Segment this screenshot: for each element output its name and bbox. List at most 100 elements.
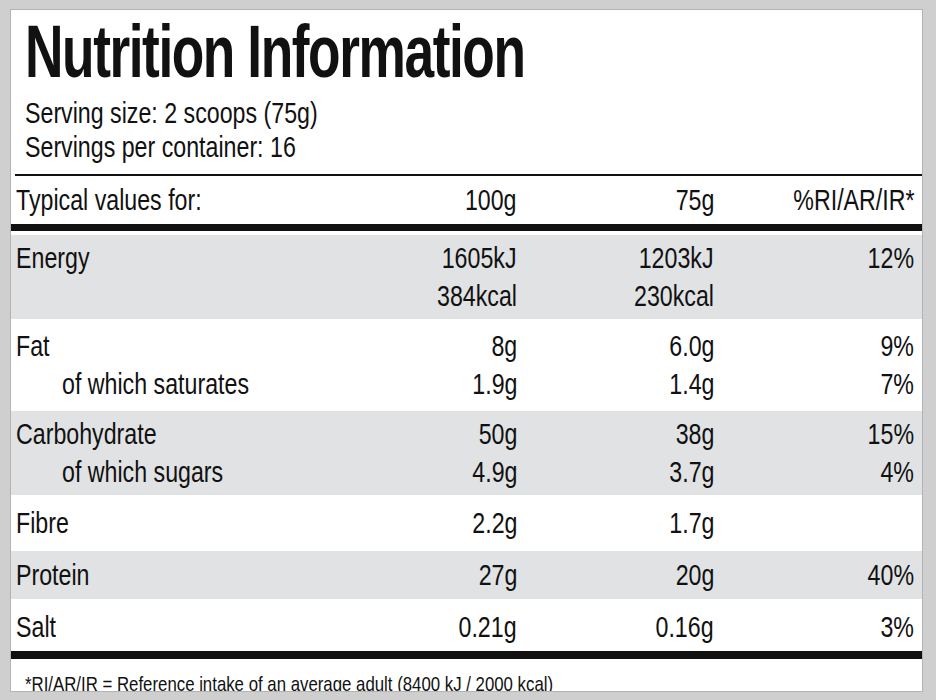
table-row-line: 384kcal 230kcal xyxy=(16,277,914,315)
value-75g: 1203kJ xyxy=(517,242,714,275)
serving-size: Serving size: 2 scoops (75g) xyxy=(25,96,922,130)
value-100g: 0.21g xyxy=(342,611,517,644)
table-row-line: Protein 27g 20g 40% xyxy=(16,556,914,594)
value-ri-text: 3% xyxy=(880,611,914,644)
value-ri-text: 7% xyxy=(880,368,914,401)
value-75g: 0.16g xyxy=(517,611,714,644)
value-100g: 50g xyxy=(342,418,517,451)
value-75g-text: 1.7g xyxy=(669,507,714,540)
servings-per-container-text: Servings per container: 16 xyxy=(25,130,296,164)
label-title: Nutrition Information xyxy=(25,16,922,88)
row-label: of which saturates xyxy=(16,368,342,401)
footnote: *RI/AR/IR = Reference intake of an avera… xyxy=(25,671,922,692)
value-75g-text: 1203kJ xyxy=(639,242,714,275)
row-label-text: Carbohydrate xyxy=(16,418,157,451)
value-100g-text: 0.21g xyxy=(459,611,517,644)
row-label-text: of which sugars xyxy=(62,456,223,489)
table-row: Carbohydrate 50g 38g 15% of which sugars 4.9g… xyxy=(11,411,922,495)
value-ri-text: 40% xyxy=(868,559,914,592)
value-100g: 1.9g xyxy=(342,368,517,401)
header-col-100g: 100g xyxy=(342,184,517,217)
value-75g-text: 230kcal xyxy=(634,280,714,313)
value-ri: 7% xyxy=(714,368,914,401)
value-75g-text: 0.16g xyxy=(656,611,714,644)
row-label-text: Energy xyxy=(16,242,90,275)
value-ri: 12% xyxy=(714,242,914,275)
table-row-line: Fat 8g 6.0g 9% xyxy=(16,327,914,365)
row-label: Salt xyxy=(16,611,342,644)
table-row-line: Energy 1605kJ 1203kJ 12% xyxy=(16,239,914,277)
row-label-text: Protein xyxy=(16,559,90,592)
table-body: Energy 1605kJ 1203kJ 12% 384kcal 230kcal Fat 8g… xyxy=(11,235,922,651)
table-row-line: of which saturates 1.9g 1.4g 7% xyxy=(16,365,914,403)
footnote-text: *RI/AR/IR = Reference intake of an avera… xyxy=(25,671,553,692)
row-label: Fibre xyxy=(16,507,342,540)
value-100g: 1605kJ xyxy=(342,242,517,275)
value-75g-text: 20g xyxy=(675,559,714,592)
value-100g: 4.9g xyxy=(342,456,517,489)
value-75g-text: 38g xyxy=(675,418,714,451)
row-label-text: Fibre xyxy=(16,507,69,540)
value-75g: 3.7g xyxy=(517,456,714,489)
value-ri: 15% xyxy=(714,418,914,451)
value-ri: 40% xyxy=(714,559,914,592)
table-row-line: Carbohydrate 50g 38g 15% xyxy=(16,415,914,453)
row-label: Energy xyxy=(16,242,342,275)
header-label: Typical values for: xyxy=(16,184,342,217)
table-row: Salt 0.21g 0.16g 3% xyxy=(11,603,922,651)
header-col-ri: %RI/AR/IR* xyxy=(714,184,914,217)
value-ri: 3% xyxy=(714,611,914,644)
table-header: Typical values for: 100g 75g %RI/AR/IR* xyxy=(11,176,922,224)
value-75g: 6.0g xyxy=(517,330,714,363)
table-row: Energy 1605kJ 1203kJ 12% 384kcal 230kcal xyxy=(11,235,922,319)
header-col-ri-text: %RI/AR/IR* xyxy=(793,184,914,217)
value-100g-text: 2.2g xyxy=(472,507,517,540)
table-row: Protein 27g 20g 40% xyxy=(11,551,922,599)
value-ri-text: 9% xyxy=(880,330,914,363)
value-100g: 27g xyxy=(342,559,517,592)
value-100g-text: 1605kJ xyxy=(442,242,517,275)
divider-thick-top xyxy=(11,224,922,231)
table-row: Fibre 2.2g 1.7g xyxy=(11,499,922,547)
value-ri: 4% xyxy=(714,456,914,489)
value-ri-text: 15% xyxy=(868,418,914,451)
header-col-100g-text: 100g xyxy=(465,184,517,217)
table-row-line: Fibre 2.2g 1.7g xyxy=(16,504,914,542)
value-100g-text: 1.9g xyxy=(472,368,517,401)
value-75g-text: 3.7g xyxy=(669,456,714,489)
value-75g: 20g xyxy=(517,559,714,592)
row-label: of which sugars xyxy=(16,456,342,489)
serving-size-text: Serving size: 2 scoops (75g) xyxy=(25,96,318,130)
value-75g: 38g xyxy=(517,418,714,451)
table-row-line: of which sugars 4.9g 3.7g 4% xyxy=(16,453,914,491)
row-label: Carbohydrate xyxy=(16,418,342,451)
table-row-line: Salt 0.21g 0.16g 3% xyxy=(16,608,914,646)
value-75g-text: 6.0g xyxy=(669,330,714,363)
divider-thick-bottom xyxy=(11,651,922,659)
row-label-text: Salt xyxy=(16,611,56,644)
value-75g: 1.7g xyxy=(517,507,714,540)
row-label: Protein xyxy=(16,559,342,592)
header-col-75g-text: 75g xyxy=(675,184,714,217)
value-ri-text: 12% xyxy=(868,242,914,275)
value-ri: 9% xyxy=(714,330,914,363)
value-100g-text: 27g xyxy=(478,559,517,592)
header-col-75g: 75g xyxy=(517,184,714,217)
value-100g: 8g xyxy=(342,330,517,363)
value-75g: 1.4g xyxy=(517,368,714,401)
value-100g-text: 384kcal xyxy=(437,280,517,313)
row-label: Fat xyxy=(16,330,342,363)
servings-per-container: Servings per container: 16 xyxy=(25,130,922,164)
value-ri-text: 4% xyxy=(880,456,914,489)
value-75g: 230kcal xyxy=(517,280,714,313)
value-100g-text: 8g xyxy=(491,330,517,363)
table-row: Fat 8g 6.0g 9% of which saturates 1.9g 1.4g 7% xyxy=(11,323,922,407)
row-label-text: Fat xyxy=(16,330,50,363)
label-title-text: Nutrition Information xyxy=(25,16,525,88)
header-label-text: Typical values for: xyxy=(16,184,202,217)
value-100g-text: 50g xyxy=(478,418,517,451)
value-100g: 384kcal xyxy=(342,280,517,313)
value-75g-text: 1.4g xyxy=(669,368,714,401)
value-100g-text: 4.9g xyxy=(472,456,517,489)
serving-info: Serving size: 2 scoops (75g) Servings pe… xyxy=(11,96,922,164)
